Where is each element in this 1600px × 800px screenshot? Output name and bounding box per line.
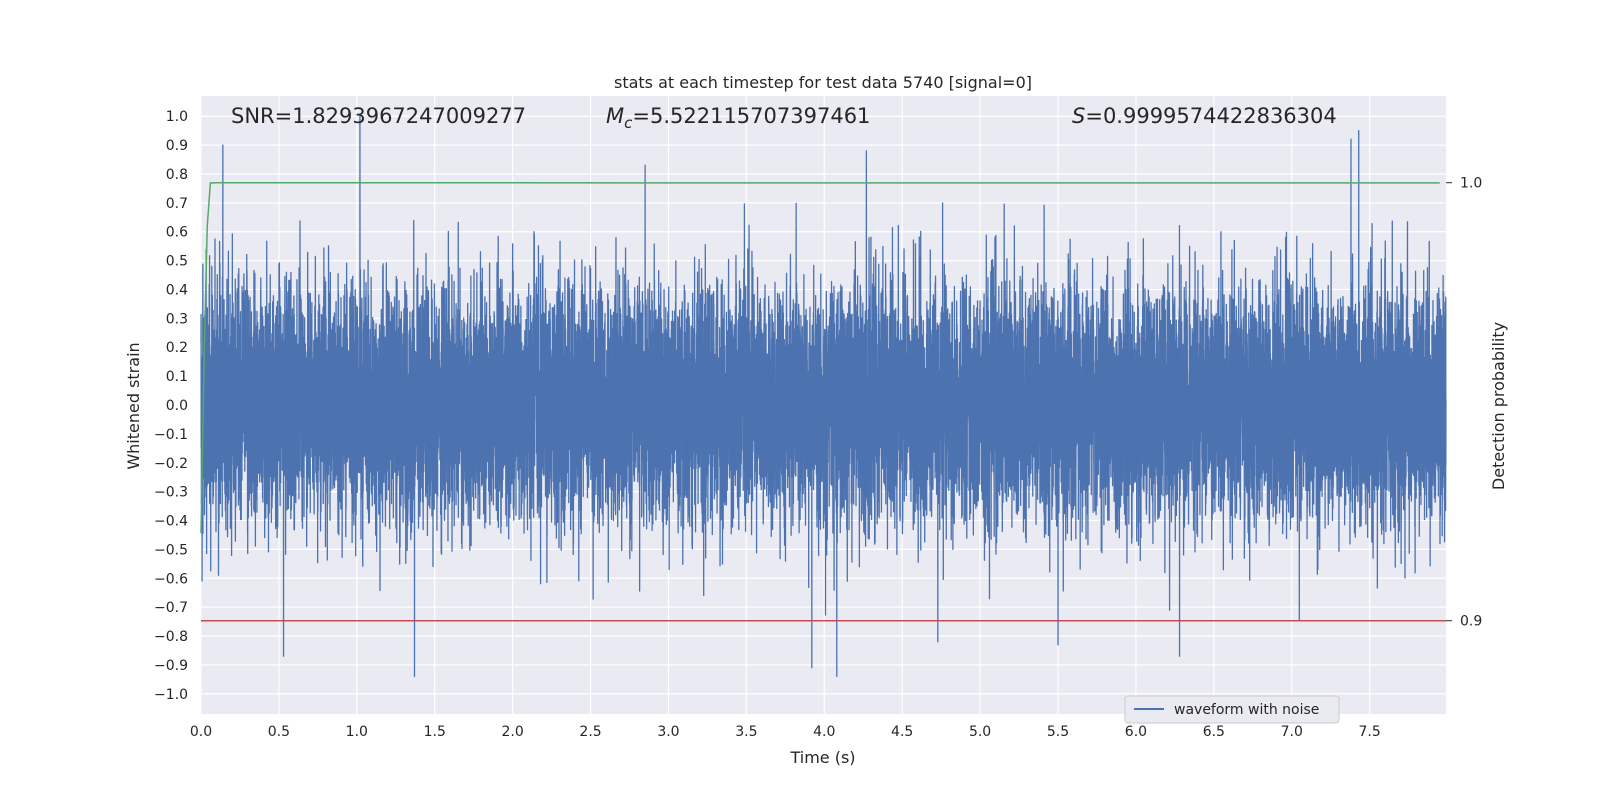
x-tick-label: 7.0 xyxy=(1281,724,1303,740)
series-line-waveform-with-noise xyxy=(200,115,1447,678)
y-tick-label: 0.4 xyxy=(166,282,188,298)
series-layer xyxy=(200,115,1447,678)
chirp-mass-value: =5.522115707397461 xyxy=(632,104,870,128)
y-tick-label: −0.7 xyxy=(154,600,188,616)
y2-tick-label: 0.9 xyxy=(1460,614,1482,630)
y2-axis-label: Detection probability xyxy=(1489,322,1508,490)
y-tick-label: −0.9 xyxy=(154,658,188,674)
y-tick-label: 0.8 xyxy=(166,167,188,183)
x-tick-label: 2.5 xyxy=(579,724,601,740)
x-tick-label: 4.0 xyxy=(813,724,835,740)
y-tick-label: −0.8 xyxy=(154,629,188,645)
y-tick-label: −0.3 xyxy=(154,485,188,501)
x-tick-label: 0.5 xyxy=(268,724,290,740)
y-tick-label: −0.4 xyxy=(154,514,188,530)
y-tick-label: 0.7 xyxy=(166,196,188,212)
y-tick-label: 0.9 xyxy=(166,138,188,154)
y-tick-label: 0.2 xyxy=(166,340,188,356)
y-tick-label: −0.5 xyxy=(154,542,188,558)
s-symbol: S xyxy=(1072,104,1085,128)
x-tick-label: 6.0 xyxy=(1125,724,1147,740)
chirp-mass-symbol: M xyxy=(606,104,624,128)
y2-axis-ticks: 1.0 0.9 xyxy=(1446,176,1482,630)
x-tick-label: 3.0 xyxy=(657,724,679,740)
y-tick-label: −0.2 xyxy=(154,456,188,472)
x-tick-label: 4.5 xyxy=(891,724,913,740)
y2-tick-label: 1.0 xyxy=(1460,176,1482,192)
x-axis-ticks: 0.0 0.5 1.0 1.5 2.0 2.5 3.0 3.5 4.0 4.5 5.0 5.5 6.0 6… xyxy=(190,724,1381,740)
y-tick-label: 1.0 xyxy=(166,109,188,125)
x-tick-label: 6.5 xyxy=(1203,724,1225,740)
legend: waveform with noise xyxy=(1124,695,1340,724)
x-tick-label: 5.5 xyxy=(1047,724,1069,740)
y-tick-label: 0.5 xyxy=(166,254,188,270)
y-tick-label: −0.1 xyxy=(154,427,188,443)
y-tick-label: 0.1 xyxy=(166,369,188,385)
x-tick-label: 3.5 xyxy=(735,724,757,740)
x-axis-label: Time (s) xyxy=(789,748,855,767)
x-tick-label: 1.0 xyxy=(346,724,368,740)
x-tick-label: 1.5 xyxy=(424,724,446,740)
series-line-detection-probability xyxy=(200,182,1440,534)
x-tick-label: 2.0 xyxy=(502,724,524,740)
y-tick-label: −0.6 xyxy=(154,571,188,587)
chirp-mass-annotation: Mc=5.522115707397461 xyxy=(606,104,870,132)
chirp-mass-subscript: c xyxy=(624,114,633,132)
x-tick-label: 7.5 xyxy=(1359,724,1381,740)
x-tick-label: 5.0 xyxy=(969,724,991,740)
snr-annotation: SNR=1.8293967247009277 xyxy=(231,104,526,128)
s-annotation: S=0.9999574422836304 xyxy=(1072,104,1337,128)
y-axis-label: Whitened strain xyxy=(124,342,143,469)
legend-label: waveform with noise xyxy=(1174,702,1319,718)
y-tick-label: 0.6 xyxy=(166,225,188,241)
y-tick-label: 0.3 xyxy=(166,311,188,327)
x-tick-label: 0.0 xyxy=(190,724,212,740)
s-value: =0.9999574422836304 xyxy=(1085,104,1336,128)
y-axis-ticks: 1.0 0.9 0.8 0.7 0.6 0.5 0.4 0.3 0.2 0.1 0.0 −0.1 −0.… xyxy=(154,109,188,703)
chart-title: stats at each timestep for test data 574… xyxy=(614,73,1032,92)
legend-box xyxy=(1124,695,1340,724)
y-tick-label: 0.0 xyxy=(166,398,188,414)
y-tick-label: −1.0 xyxy=(154,687,188,703)
